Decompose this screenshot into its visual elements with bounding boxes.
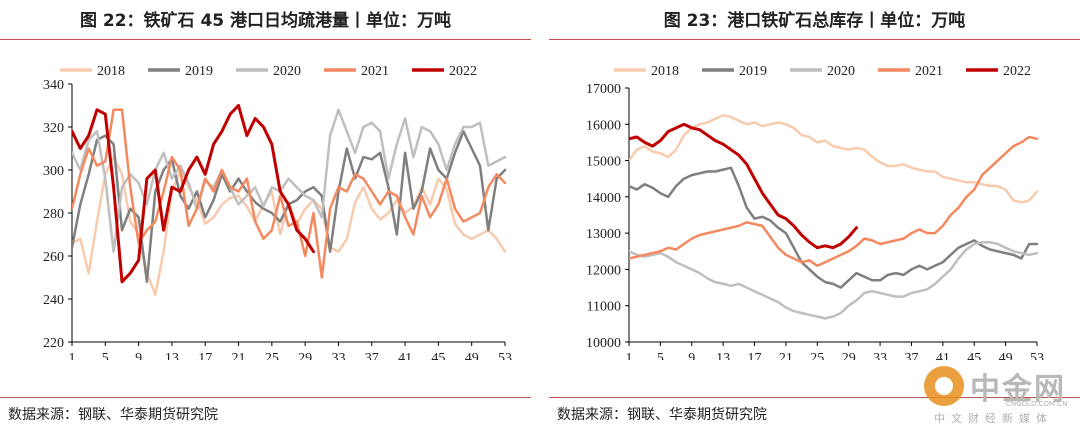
x-tick-label: 49 [465,351,479,360]
watermark-tagline: 中文财经新媒体 [934,412,1053,425]
legend-label-2022: 2022 [449,64,477,79]
x-tick-label: 1 [626,351,633,360]
legend-label-2020: 2020 [827,64,855,79]
x-tick-label: 1 [69,351,76,360]
y-tick-label: 16000 [586,118,621,133]
series-line-2022 [629,122,858,250]
x-tick-label: 41 [936,351,950,360]
series-line-2022 [72,104,315,284]
x-tick-label: 29 [298,351,312,360]
y-tick-label: 340 [43,78,64,93]
y-tick-label: 14000 [586,191,621,206]
legend-label-2019: 2019 [739,64,767,79]
x-tick-label: 33 [873,351,887,360]
source-rule [549,397,1080,398]
y-tick-label: 300 [43,164,64,179]
legend-label-2018: 2018 [97,64,125,79]
watermark-logo: 中金网 CNGOLD.COM.CN 中文财经新媒体 [924,366,1074,428]
cngold-logo-icon [924,366,964,406]
source-note: 数据来源：钢联、华泰期货研究院 [8,407,218,423]
x-tick-label: 21 [779,351,793,360]
series-line-2021 [629,135,1039,268]
y-tick-label: 240 [43,293,64,308]
x-tick-label: 37 [365,351,379,360]
x-tick-label: 53 [498,351,512,360]
x-tick-label: 37 [904,351,918,360]
x-tick-label: 29 [842,351,856,360]
y-tick-label: 280 [43,207,64,222]
title-rule [0,39,531,40]
title-rule [549,39,1080,40]
x-tick-label: 25 [265,351,279,360]
legend-label-2019: 2019 [185,64,213,79]
chart-title: 图 22：铁矿石 45 港口日均疏港量丨单位：万吨 [79,11,452,31]
y-tick-label: 12000 [586,263,621,278]
x-tick-label: 13 [716,351,730,360]
x-tick-label: 9 [688,351,695,360]
port-inventory-chart: 10000 11000 12000 13000 14000 15000 16000 17000… [586,64,1044,360]
legend-label-2021: 2021 [361,64,389,79]
x-tick-label: 17 [748,351,762,360]
x-tick-label: 45 [967,351,981,360]
y-tick-label: 11000 [587,300,621,315]
legend-label-2022: 2022 [1003,64,1031,79]
y-tick-label: 10000 [586,336,621,351]
x-tick-label: 13 [165,351,179,360]
x-tick-label: 17 [198,351,212,360]
x-tick-label: 41 [398,351,412,360]
x-tick-label: 53 [1030,351,1044,360]
y-tick-label: 260 [43,250,64,265]
legend-label-2018: 2018 [651,64,679,79]
x-tick-label: 5 [657,351,664,360]
series-line-2018 [629,113,1039,204]
source-rule [0,397,531,398]
y-tick-label: 320 [43,121,64,136]
y-tick-label: 15000 [586,155,621,170]
x-tick-label: 21 [232,351,246,360]
series-line-2019 [629,166,1039,289]
x-tick-label: 33 [331,351,345,360]
series-line-2021 [72,108,507,279]
watermark-name: 中金网 [970,372,1066,407]
chart-title: 图 23：港口铁矿石总库存丨单位：万吨 [663,11,966,31]
legend-label-2021: 2021 [915,64,943,79]
port-throughput-chart: 220 240 260 280 300 320 340 1 5 9 13 17 21 25 29 33 37 41… [43,64,512,360]
x-tick-label: 45 [431,351,445,360]
watermark-url: CNGOLD.COM.CN [1006,400,1068,408]
series-line-2020 [629,240,1039,320]
x-tick-label: 5 [102,351,109,360]
source-note: 数据来源：钢联、华泰期货研究院 [557,407,767,423]
x-tick-label: 49 [999,351,1013,360]
y-tick-label: 17000 [586,82,621,97]
x-tick-label: 9 [135,351,142,360]
x-tick-label: 25 [810,351,824,360]
legend-label-2020: 2020 [273,64,301,79]
y-tick-label: 220 [43,336,64,351]
y-tick-label: 13000 [586,227,621,242]
